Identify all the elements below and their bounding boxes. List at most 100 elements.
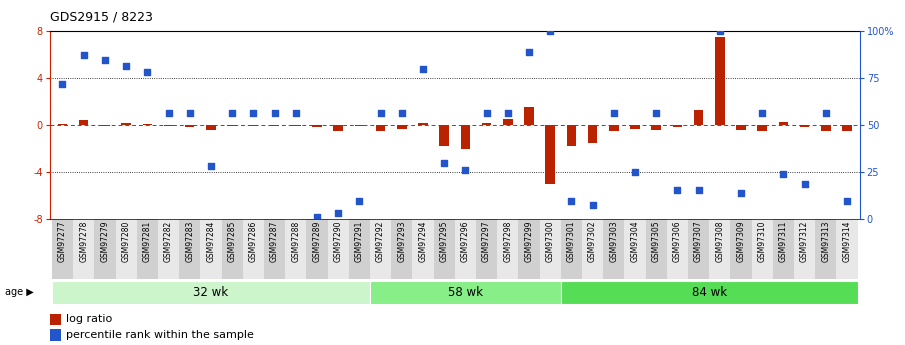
- Bar: [503, 119, 512, 125]
- Bar: [567, 125, 576, 146]
- Point: [415, 66, 430, 71]
- Text: 32 wk: 32 wk: [194, 286, 228, 299]
- Text: GSM97289: GSM97289: [312, 220, 321, 262]
- Text: GSM97299: GSM97299: [525, 220, 533, 262]
- Text: GSM97311: GSM97311: [779, 220, 788, 262]
- Text: GSM97298: GSM97298: [503, 220, 512, 262]
- Bar: [94, 219, 116, 279]
- Text: GSM97309: GSM97309: [737, 220, 746, 262]
- Text: GSM97282: GSM97282: [164, 220, 173, 262]
- Text: GSM97287: GSM97287: [270, 220, 279, 262]
- Point: [819, 110, 834, 116]
- Bar: [370, 281, 561, 304]
- Point: [204, 164, 218, 169]
- Bar: [179, 219, 200, 279]
- Bar: [519, 219, 539, 279]
- Text: GSM97307: GSM97307: [694, 220, 703, 262]
- Bar: [328, 219, 348, 279]
- Text: GSM97280: GSM97280: [121, 220, 130, 262]
- Bar: [604, 219, 624, 279]
- Bar: [757, 125, 767, 131]
- Bar: [645, 219, 667, 279]
- Bar: [376, 125, 386, 131]
- Bar: [539, 219, 561, 279]
- Bar: [815, 219, 836, 279]
- Point: [161, 110, 176, 116]
- Text: GSM97313: GSM97313: [822, 220, 830, 262]
- Text: GSM97297: GSM97297: [482, 220, 491, 262]
- Text: GSM97310: GSM97310: [757, 220, 767, 262]
- Point: [395, 110, 409, 116]
- Point: [691, 187, 706, 193]
- Bar: [821, 125, 831, 131]
- Bar: [730, 219, 752, 279]
- Bar: [50, 329, 61, 341]
- Bar: [243, 219, 264, 279]
- Text: GSM97296: GSM97296: [461, 220, 470, 262]
- Text: GSM97291: GSM97291: [355, 220, 364, 262]
- Bar: [524, 107, 534, 125]
- Bar: [609, 125, 618, 131]
- Bar: [100, 125, 110, 126]
- Bar: [116, 219, 137, 279]
- Bar: [588, 125, 597, 143]
- Bar: [454, 219, 476, 279]
- Bar: [185, 125, 195, 127]
- Bar: [778, 121, 788, 125]
- Text: percentile rank within the sample: percentile rank within the sample: [66, 330, 254, 340]
- Bar: [546, 125, 555, 184]
- Bar: [773, 219, 794, 279]
- Point: [331, 210, 346, 216]
- Bar: [285, 219, 306, 279]
- Bar: [688, 219, 710, 279]
- Point: [458, 167, 472, 172]
- Bar: [582, 219, 604, 279]
- Bar: [413, 219, 433, 279]
- Bar: [561, 219, 582, 279]
- Text: GSM97308: GSM97308: [715, 220, 724, 262]
- Bar: [227, 125, 237, 126]
- Bar: [694, 110, 703, 125]
- Text: GSM97286: GSM97286: [249, 220, 258, 262]
- Bar: [561, 281, 858, 304]
- Point: [712, 28, 727, 34]
- Text: 84 wk: 84 wk: [691, 286, 727, 299]
- Text: GSM97305: GSM97305: [652, 220, 661, 262]
- Bar: [348, 219, 370, 279]
- Bar: [355, 125, 364, 126]
- Text: GSM97294: GSM97294: [418, 220, 427, 262]
- Point: [224, 110, 239, 116]
- Point: [543, 28, 557, 34]
- Bar: [836, 219, 858, 279]
- Bar: [291, 125, 300, 126]
- Bar: [497, 219, 519, 279]
- Point: [586, 202, 600, 208]
- Text: GSM97277: GSM97277: [58, 220, 67, 262]
- Text: GSM97290: GSM97290: [334, 220, 343, 262]
- Bar: [143, 124, 152, 125]
- Bar: [481, 123, 491, 125]
- Point: [480, 110, 494, 116]
- Bar: [737, 125, 746, 130]
- Point: [437, 160, 452, 165]
- Bar: [50, 314, 61, 325]
- Bar: [397, 125, 406, 129]
- Point: [119, 63, 133, 69]
- Text: GDS2915 / 8223: GDS2915 / 8223: [50, 10, 153, 23]
- Point: [797, 181, 812, 187]
- Bar: [370, 219, 391, 279]
- Point: [55, 81, 70, 87]
- Text: GSM97292: GSM97292: [376, 220, 385, 262]
- Point: [564, 199, 578, 204]
- Text: GSM97278: GSM97278: [80, 220, 88, 262]
- Bar: [461, 125, 470, 149]
- Bar: [200, 219, 222, 279]
- Text: GSM97314: GSM97314: [843, 220, 852, 262]
- Bar: [222, 219, 243, 279]
- Bar: [672, 125, 682, 127]
- Text: GSM97285: GSM97285: [228, 220, 236, 262]
- Text: GSM97301: GSM97301: [567, 220, 576, 262]
- Point: [734, 190, 748, 196]
- Bar: [391, 219, 413, 279]
- Text: GSM97306: GSM97306: [673, 220, 681, 262]
